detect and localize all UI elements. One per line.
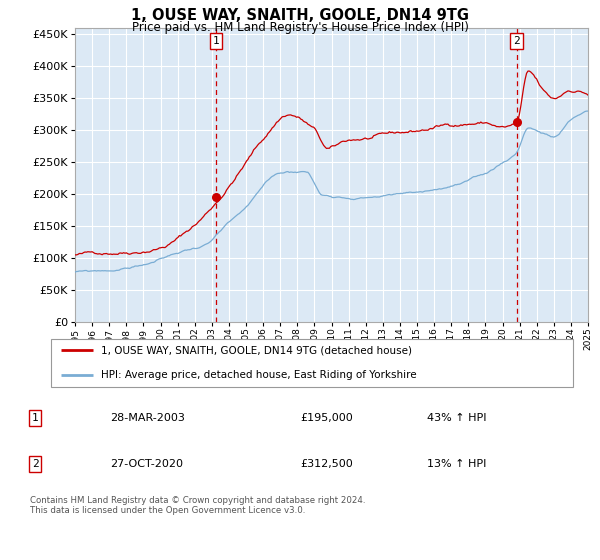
- FancyBboxPatch shape: [50, 339, 574, 386]
- Text: 27-OCT-2020: 27-OCT-2020: [110, 459, 183, 469]
- Text: 43% ↑ HPI: 43% ↑ HPI: [427, 413, 486, 423]
- Text: £195,000: £195,000: [300, 413, 353, 423]
- Text: 28-MAR-2003: 28-MAR-2003: [110, 413, 185, 423]
- Text: 13% ↑ HPI: 13% ↑ HPI: [427, 459, 486, 469]
- Text: Contains HM Land Registry data © Crown copyright and database right 2024.
This d: Contains HM Land Registry data © Crown c…: [30, 496, 365, 515]
- Text: 2: 2: [32, 459, 38, 469]
- Text: Price paid vs. HM Land Registry's House Price Index (HPI): Price paid vs. HM Land Registry's House …: [131, 21, 469, 34]
- Text: 1, OUSE WAY, SNAITH, GOOLE, DN14 9TG (detached house): 1, OUSE WAY, SNAITH, GOOLE, DN14 9TG (de…: [101, 346, 412, 356]
- Text: £312,500: £312,500: [300, 459, 353, 469]
- Text: 1: 1: [212, 36, 219, 46]
- Text: 2: 2: [513, 36, 520, 46]
- Text: 1: 1: [32, 413, 38, 423]
- Text: 1, OUSE WAY, SNAITH, GOOLE, DN14 9TG: 1, OUSE WAY, SNAITH, GOOLE, DN14 9TG: [131, 8, 469, 24]
- Text: HPI: Average price, detached house, East Riding of Yorkshire: HPI: Average price, detached house, East…: [101, 370, 416, 380]
